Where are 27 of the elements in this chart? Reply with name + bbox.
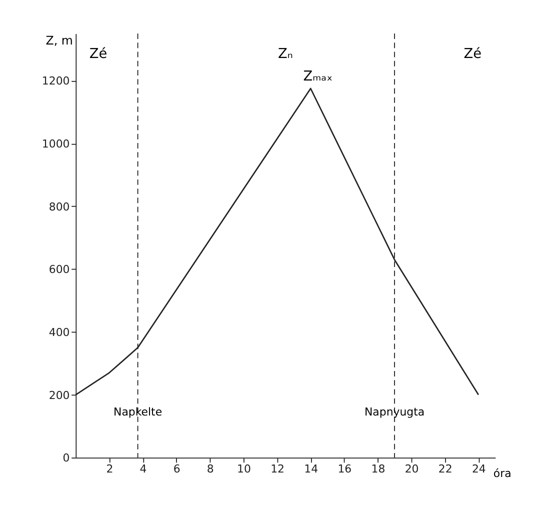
x-tick-label: 16 bbox=[338, 462, 352, 476]
ref-line-label: Napnyugta bbox=[364, 406, 425, 419]
x-tick-label: 20 bbox=[404, 462, 419, 476]
annotation: Zₘₐₓ bbox=[303, 68, 333, 84]
y-tick-label: 1000 bbox=[42, 138, 70, 151]
y-tick-label: 1200 bbox=[42, 74, 70, 88]
annotation: Zé bbox=[89, 46, 108, 62]
annotation: Zₙ bbox=[278, 46, 293, 62]
x-tick-label: 6 bbox=[173, 462, 180, 476]
x-tick-label: 18 bbox=[371, 462, 386, 476]
annotation: Zé bbox=[464, 46, 482, 62]
ref-line-label: Napkelte bbox=[114, 406, 162, 419]
y-axis-title: Z, m bbox=[46, 33, 73, 48]
y-tick-label: 200 bbox=[48, 388, 70, 402]
x-tick-label: 8 bbox=[206, 462, 214, 476]
y-tick-label: 600 bbox=[48, 263, 70, 276]
y-tick-label: 0 bbox=[62, 452, 70, 465]
x-tick-label: 22 bbox=[438, 462, 452, 476]
x-tick-label: 10 bbox=[237, 462, 251, 476]
x-tick-label: 4 bbox=[140, 462, 147, 476]
y-tick-label: 400 bbox=[48, 326, 70, 340]
x-tick-label: 14 bbox=[304, 462, 318, 476]
y-tick-label: 800 bbox=[48, 200, 70, 214]
x-tick-label: 12 bbox=[270, 462, 284, 476]
x-tick-label: 24 bbox=[472, 462, 486, 476]
x-tick-label: 2 bbox=[106, 462, 114, 476]
x-axis-title: óra bbox=[493, 466, 512, 480]
